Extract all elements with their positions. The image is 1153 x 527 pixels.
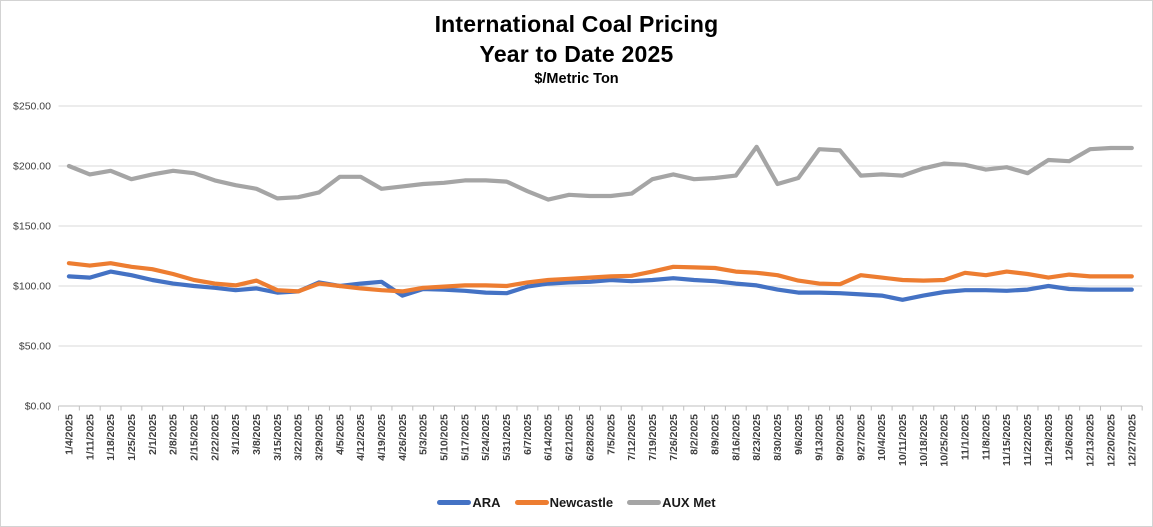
legend-item-ara: ARA — [437, 495, 501, 510]
x-axis-tick-label: 11/15/2025 — [1001, 414, 1013, 466]
legend-label-newcastle: Newcastle — [549, 495, 614, 510]
series-line-newcastle — [66, 261, 1134, 294]
x-axis-tick-label: 1/4/2025 — [63, 414, 75, 455]
x-axis-tick-label: 5/10/2025 — [439, 414, 451, 461]
x-axis-tick-label: 8/23/2025 — [751, 414, 763, 461]
x-axis-tick-label: 2/22/2025 — [209, 414, 221, 461]
x-axis-tick-label: 1/25/2025 — [126, 414, 138, 461]
x-axis-tick-label: 12/13/2025 — [1085, 414, 1097, 467]
x-axis-tick-label: 4/12/2025 — [355, 414, 367, 461]
x-axis-tick-label: 5/24/2025 — [480, 414, 492, 461]
x-axis-tick-label: 4/19/2025 — [376, 414, 388, 461]
x-axis-tick-label: 5/17/2025 — [459, 414, 471, 461]
x-axis-tick-label: 2/8/2025 — [168, 414, 180, 455]
legend-label-aux-met: AUX Met — [662, 495, 716, 510]
y-axis-tick-label: $150.00 — [13, 221, 51, 233]
x-axis-tick-label: 5/31/2025 — [501, 414, 513, 461]
x-axis-tick-label: 5/3/2025 — [418, 414, 430, 455]
x-axis-tick-label: 11/22/2025 — [1022, 414, 1034, 466]
x-axis-tick-label: 3/22/2025 — [293, 414, 305, 461]
x-axis-tick-label: 4/5/2025 — [334, 414, 346, 455]
series-line-aux-met — [66, 144, 1134, 202]
x-axis-tick-label: 7/5/2025 — [605, 414, 617, 455]
x-axis-tick-label: 12/20/2025 — [1105, 414, 1117, 467]
y-axis-tick-label: $200.00 — [13, 161, 51, 173]
x-axis-tick-label: 8/2/2025 — [689, 414, 701, 455]
x-axis-tick-label: 6/28/2025 — [584, 414, 596, 461]
x-axis-tick-label: 6/21/2025 — [564, 414, 576, 461]
x-axis-tick-label: 7/26/2025 — [668, 414, 680, 461]
y-axis-tick-label: $250.00 — [13, 101, 51, 113]
legend-item-aux-met: AUX Met — [627, 495, 716, 510]
legend-swatch-ara — [437, 499, 472, 506]
legend-item-newcastle: Newcastle — [514, 495, 614, 510]
x-axis-tick-label: 9/6/2025 — [793, 414, 805, 455]
chart-title-line2: Year to Date 2025 — [479, 41, 674, 67]
legend-swatch-newcastle — [514, 499, 549, 506]
x-axis-tick-label: 6/14/2025 — [543, 414, 555, 461]
x-axis-tick-label: 11/29/2025 — [1043, 414, 1055, 466]
y-axis-tick-label: $50.00 — [19, 341, 51, 353]
x-axis-tick-label: 10/4/2025 — [876, 414, 888, 461]
x-axis-tick-label: 10/18/2025 — [918, 414, 930, 467]
x-axis-tick-label: 7/19/2025 — [647, 414, 659, 461]
x-axis-tick-label: 1/18/2025 — [105, 414, 117, 461]
x-axis-tick-label: 3/15/2025 — [272, 414, 284, 461]
x-axis-tick-label: 1/11/2025 — [84, 414, 96, 460]
chart-title-line1: International Coal Pricing — [434, 11, 719, 37]
x-axis-tick-label: 3/8/2025 — [251, 414, 263, 455]
legend-label-ara: ARA — [472, 495, 501, 510]
y-axis-tick-label: $100.00 — [13, 281, 51, 293]
y-axis-tick-label: $0.00 — [25, 401, 51, 413]
legend: ARA Newcastle AUX Met — [1, 495, 1152, 510]
x-axis-tick-label: 4/26/2025 — [397, 414, 409, 461]
legend-swatch-aux-met — [627, 499, 662, 506]
x-axis-tick-label: 12/6/2025 — [1064, 414, 1076, 461]
x-axis-tick-label: 2/1/2025 — [147, 414, 159, 455]
x-axis-tick-label: 2/15/2025 — [188, 414, 200, 461]
x-axis-tick-label: 10/25/2025 — [939, 414, 951, 467]
x-axis-tick-label: 9/27/2025 — [855, 414, 867, 461]
x-axis-tick-label: 7/12/2025 — [626, 414, 638, 461]
x-axis-tick-label: 10/11/2025 — [897, 414, 909, 466]
chart-units-label: $/Metric Ton — [534, 71, 619, 87]
x-axis-tick-label: 11/8/2025 — [980, 414, 992, 460]
x-axis-tick-label: 11/1/2025 — [960, 414, 972, 460]
series-line-ara — [66, 269, 1134, 302]
x-axis-tick-label: 6/7/2025 — [522, 414, 534, 455]
x-axis-tick-label: 9/13/2025 — [814, 414, 826, 461]
x-axis-tick-label: 3/29/2025 — [314, 414, 326, 461]
x-axis-tick-label: 12/27/2025 — [1126, 414, 1138, 467]
x-axis-tick-label: 8/9/2025 — [709, 414, 721, 455]
x-axis-tick-label: 9/20/2025 — [835, 414, 847, 461]
x-axis-tick-label: 3/1/2025 — [230, 414, 242, 455]
x-axis-tick-label: 8/16/2025 — [730, 414, 742, 461]
x-axis-tick-label: 8/30/2025 — [772, 414, 784, 461]
